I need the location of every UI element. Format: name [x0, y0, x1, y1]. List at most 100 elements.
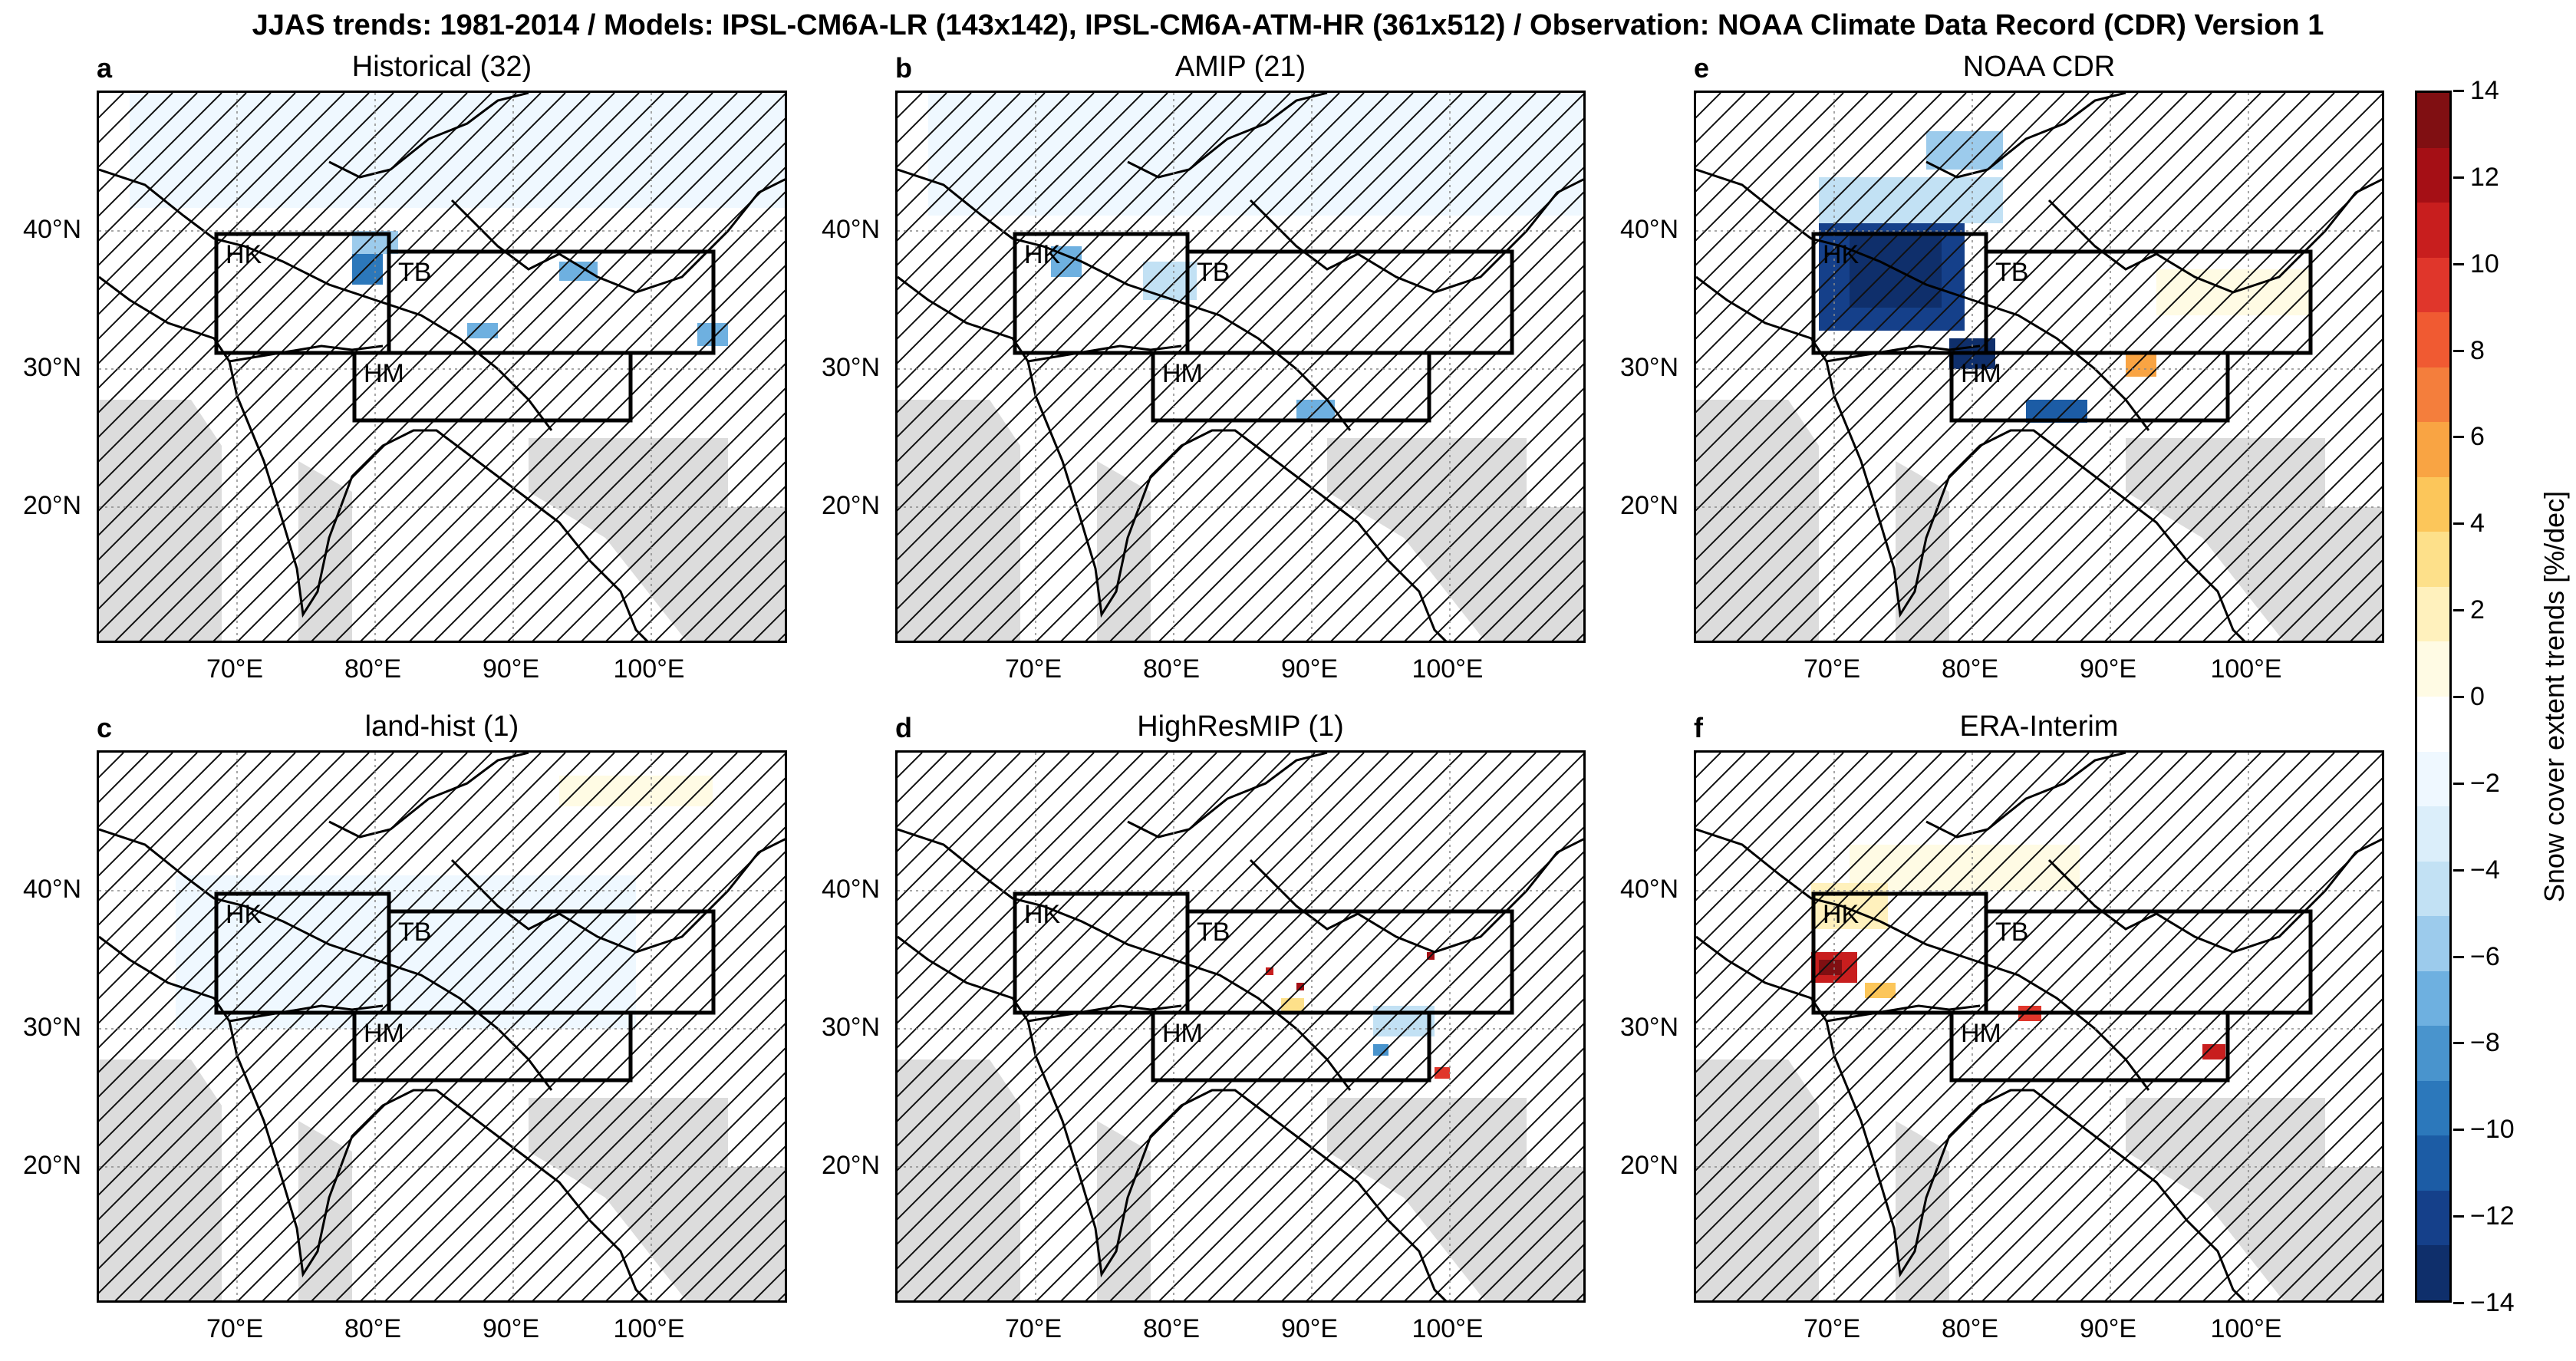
colorbar-tick	[2453, 696, 2464, 698]
colorbar-tick-label: −6	[2470, 941, 2500, 971]
lat-label: 20°N	[1620, 1151, 1678, 1180]
panel-title: ERA-Interim	[1959, 710, 2119, 743]
colorbar-tick-label: −12	[2470, 1201, 2515, 1231]
colorbar-title: Snow cover extent trends [%/dec]	[2538, 490, 2570, 903]
colorbar-tick-label: 6	[2470, 422, 2485, 452]
colorbar-tick	[2453, 868, 2464, 872]
lat-label: 20°N	[822, 491, 880, 520]
lon-label: 70°E	[1803, 1314, 1861, 1343]
colorbar-tick-label: 2	[2470, 595, 2485, 625]
lon-label: 80°E	[344, 1314, 402, 1343]
lat-lon-gridlines	[99, 93, 785, 641]
colorbar-tick	[2453, 1129, 2464, 1132]
region-label-hm: HM	[1162, 359, 1203, 388]
map: HK TB HM	[97, 750, 787, 1303]
lon-label: 90°E	[1280, 654, 1339, 684]
panel-d: d HighResMIP (1)	[822, 710, 1586, 1343]
map: HK TB HM	[97, 91, 787, 643]
region-label-hk: HK	[226, 240, 262, 269]
land-mask	[99, 1059, 785, 1300]
colorbar-tick	[2453, 349, 2464, 352]
region-boxes	[1013, 891, 1514, 1083]
lon-label: 70°E	[1004, 654, 1062, 684]
colorbar-tick-label: 12	[2470, 162, 2499, 192]
panel-e: e NOAA CDR	[1620, 51, 2384, 684]
colorbar-tick-label: −10	[2470, 1115, 2515, 1145]
lon-label: 100°E	[613, 654, 685, 684]
lon-label: 70°E	[206, 1314, 264, 1343]
region-label-tb: TB	[398, 918, 431, 947]
trend-cells	[1819, 131, 2310, 423]
colorbar-tick	[2453, 1042, 2464, 1045]
lon-label: 70°E	[206, 654, 264, 684]
lat-label: 30°N	[822, 1013, 880, 1042]
map: HK TB HM	[1694, 91, 2384, 643]
panel-letter: c	[97, 712, 113, 743]
colorbar-tick	[2453, 1215, 2464, 1218]
colorbar-tick	[2453, 90, 2464, 92]
colorbar-tick	[2453, 609, 2464, 612]
trend-cells	[1811, 845, 2225, 1059]
colorbar-tick-label: 4	[2470, 509, 2485, 539]
lon-label: 90°E	[482, 654, 540, 684]
colorbar-tick-label: −2	[2470, 768, 2500, 798]
lat-label: 30°N	[1620, 353, 1678, 382]
region-label-hk: HK	[1024, 240, 1061, 269]
colorbar-tick	[2453, 176, 2464, 179]
colorbar-tick-label: −4	[2470, 855, 2500, 885]
lat-label: 30°N	[1620, 1013, 1678, 1042]
land-mask	[99, 400, 785, 641]
region-boxes	[214, 891, 716, 1083]
colorbar-tick	[2453, 522, 2464, 526]
colorbar-tick	[2453, 955, 2464, 958]
lon-label: 70°E	[1803, 654, 1861, 684]
land-mask	[898, 400, 1583, 641]
panel-title: land-hist (1)	[364, 710, 519, 743]
region-label-hk: HK	[1823, 900, 1860, 929]
panel-letter: f	[1694, 712, 1703, 743]
lat-label: 40°N	[822, 875, 880, 904]
figure-title: JJAS trends: 1981-2014 / Models: IPSL-CM…	[252, 9, 2324, 41]
region-label-tb: TB	[1995, 258, 2028, 287]
lon-label: 100°E	[1412, 654, 1484, 684]
panel-a: a Historical (32)	[23, 51, 787, 684]
region-label-hk: HK	[1823, 240, 1860, 269]
region-label-hm: HM	[364, 359, 404, 388]
lat-label: 20°N	[23, 491, 81, 520]
lon-label: 80°E	[1142, 1314, 1201, 1343]
map: HK TB HM	[895, 91, 1586, 643]
panel-title: HighResMIP (1)	[1137, 710, 1344, 743]
lat-label: 40°N	[1620, 215, 1678, 244]
colorbar-tick-label: 8	[2470, 335, 2485, 365]
lon-label: 90°E	[482, 1314, 540, 1343]
lat-label: 30°N	[23, 353, 81, 382]
lat-label: 20°N	[23, 1151, 81, 1180]
lat-lon-gridlines	[99, 753, 785, 1300]
lat-label: 40°N	[822, 215, 880, 244]
region-boxes	[1811, 232, 2313, 423]
region-label-tb: TB	[398, 258, 431, 287]
lon-label: 90°E	[1280, 1314, 1339, 1343]
panel-letter: b	[895, 52, 912, 84]
region-label-hm: HM	[1961, 1019, 2001, 1048]
lat-label: 40°N	[1620, 875, 1678, 904]
colorbar-tick	[2453, 782, 2464, 785]
lon-label: 100°E	[2210, 654, 2282, 684]
region-label-hm: HM	[1162, 1019, 1203, 1048]
lat-label: 20°N	[822, 1151, 880, 1180]
region-label-tb: TB	[1197, 258, 1230, 287]
region-label-tb: TB	[1995, 918, 2028, 947]
lon-label: 100°E	[2210, 1314, 2282, 1343]
lon-label: 80°E	[1142, 654, 1201, 684]
lon-label: 90°E	[2079, 654, 2137, 684]
lat-lon-gridlines	[898, 753, 1583, 1300]
panel-b: b AMIP (21)	[822, 51, 1586, 684]
colorbar-tick-label: 10	[2470, 249, 2499, 278]
panel-letter: e	[1694, 52, 1710, 84]
lat-label: 40°N	[23, 215, 81, 244]
panel-f: f ERA-Interim	[1620, 710, 2384, 1343]
colorbar-tick	[2453, 436, 2464, 439]
lon-label: 70°E	[1004, 1314, 1062, 1343]
colorbar-tick	[2453, 1302, 2464, 1304]
colorbar-tick-label: −8	[2470, 1028, 2500, 1058]
